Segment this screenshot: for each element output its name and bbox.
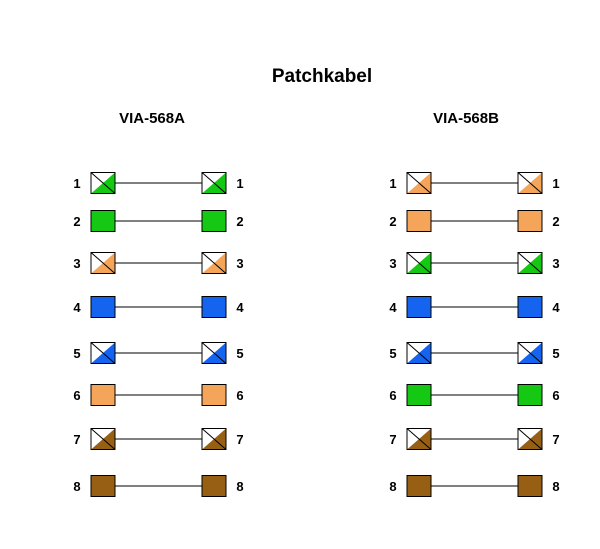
connector-left-green — [90, 210, 116, 232]
connector-left-green-white — [406, 252, 432, 274]
connector-right-brown — [517, 475, 543, 497]
connector-right-brown-white — [201, 428, 227, 450]
pin-number-right: 2 — [552, 214, 559, 229]
connector-left-blue-white — [90, 342, 116, 364]
connector-left-green-white — [90, 172, 116, 194]
pin-number-right: 4 — [236, 300, 244, 315]
standard-a-wiring: 1 12 23 34 45 56 67 78 8 — [73, 172, 244, 497]
pin-number-right: 1 — [552, 176, 559, 191]
pin-number-left: 4 — [73, 300, 81, 315]
connector-right-blue — [201, 296, 227, 318]
connector-right-orange — [517, 210, 543, 232]
connector-left-brown-white — [90, 428, 116, 450]
pin-number-right: 5 — [552, 346, 559, 361]
connector-right-green-white — [201, 172, 227, 194]
pin-number-left: 6 — [389, 388, 396, 403]
connector-right-green-white — [517, 252, 543, 274]
connector-right-green — [517, 384, 543, 406]
connector-left-orange-white — [90, 252, 116, 274]
pin-number-left: 1 — [73, 176, 80, 191]
connector-left-blue — [406, 296, 432, 318]
diagram-title: Patchkabel — [272, 66, 372, 87]
pin-number-right: 5 — [236, 346, 243, 361]
pin-number-right: 2 — [236, 214, 243, 229]
connector-left-orange — [90, 384, 116, 406]
pin-number-left: 3 — [73, 256, 80, 271]
pin-number-right: 7 — [552, 432, 559, 447]
connector-right-green — [201, 210, 227, 232]
pin-number-left: 4 — [389, 300, 397, 315]
pin-number-left: 2 — [73, 214, 80, 229]
pin-number-right: 8 — [236, 479, 243, 494]
standard-a-title: VIA-568A — [119, 110, 185, 127]
connector-right-brown-white — [517, 428, 543, 450]
pin-number-left: 8 — [73, 479, 80, 494]
pin-number-left: 3 — [389, 256, 396, 271]
pin-number-left: 8 — [389, 479, 396, 494]
connector-left-brown-white — [406, 428, 432, 450]
connector-right-orange — [201, 384, 227, 406]
standard-b-title: VIA-568B — [433, 110, 499, 127]
pin-number-left: 1 — [389, 176, 396, 191]
pin-number-left: 5 — [73, 346, 80, 361]
pin-number-right: 1 — [236, 176, 243, 191]
pin-number-left: 7 — [73, 432, 80, 447]
connector-right-blue-white — [517, 342, 543, 364]
connector-left-orange-white — [406, 172, 432, 194]
pin-number-left: 5 — [389, 346, 396, 361]
pin-number-left: 7 — [389, 432, 396, 447]
connector-left-blue-white — [406, 342, 432, 364]
pin-number-right: 3 — [236, 256, 243, 271]
pin-number-right: 6 — [236, 388, 243, 403]
pin-number-right: 6 — [552, 388, 559, 403]
connector-left-brown — [406, 475, 432, 497]
connector-left-orange — [406, 210, 432, 232]
pin-number-left: 6 — [73, 388, 80, 403]
pin-number-left: 2 — [389, 214, 396, 229]
pin-number-right: 4 — [552, 300, 560, 315]
connector-right-orange-white — [517, 172, 543, 194]
connector-left-green — [406, 384, 432, 406]
connector-right-blue — [517, 296, 543, 318]
pin-number-right: 7 — [236, 432, 243, 447]
connector-right-blue-white — [201, 342, 227, 364]
connector-left-brown — [90, 475, 116, 497]
connector-right-orange-white — [201, 252, 227, 274]
standard-b-wiring: 1 12 23 34 45 56 67 78 8 — [389, 172, 560, 497]
connector-left-blue — [90, 296, 116, 318]
pin-number-right: 8 — [552, 479, 559, 494]
connector-right-brown — [201, 475, 227, 497]
pin-number-right: 3 — [552, 256, 559, 271]
